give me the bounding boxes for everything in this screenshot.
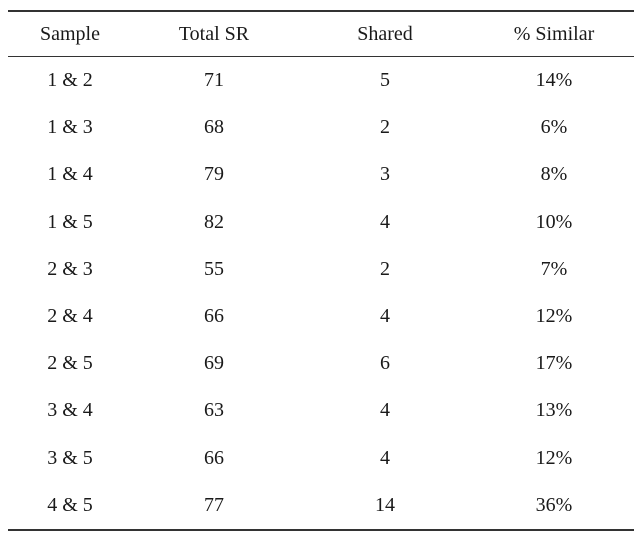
cell-shared: 6 — [380, 352, 390, 375]
cell-total-sr: 79 — [204, 163, 224, 186]
header-shared: Shared — [357, 22, 413, 45]
table-body: 1 & 2 71 5 14% 1 & 3 68 2 6% 1 & 4 79 3 … — [8, 57, 634, 530]
table-row: 4 & 5 77 14 36% — [8, 482, 634, 530]
similarity-table: Sample Total SR Shared % Similar 1 & 2 7… — [8, 10, 634, 531]
cell-percent-similar: 12% — [535, 305, 573, 328]
cell-shared: 4 — [380, 399, 390, 422]
table-row: 1 & 2 71 5 14% — [8, 57, 634, 105]
header-sample: Sample — [40, 22, 100, 45]
cell-shared: 2 — [380, 257, 390, 280]
cell-total-sr: 68 — [204, 116, 224, 139]
cell-percent-similar: 12% — [535, 446, 573, 469]
cell-sample: 4 & 5 — [47, 493, 93, 516]
cell-total-sr: 71 — [204, 69, 224, 92]
cell-total-sr: 82 — [204, 210, 224, 233]
table-row: 1 & 3 68 2 6% — [8, 104, 634, 151]
table-row: 2 & 4 66 4 12% — [8, 293, 634, 340]
cell-sample: 3 & 5 — [47, 446, 93, 469]
cell-total-sr: 69 — [204, 352, 224, 375]
cell-percent-similar: 36% — [535, 493, 573, 516]
cell-sample: 2 & 4 — [47, 305, 93, 328]
cell-shared: 4 — [380, 305, 390, 328]
cell-sample: 3 & 4 — [47, 399, 93, 422]
cell-percent-similar: 10% — [535, 210, 573, 233]
table-row: 3 & 5 66 4 12% — [8, 435, 634, 482]
similarity-table-container: Sample Total SR Shared % Similar 1 & 2 7… — [8, 10, 634, 531]
table-header: Sample Total SR Shared % Similar — [8, 11, 634, 57]
cell-shared: 4 — [380, 446, 390, 469]
cell-sample: 1 & 5 — [47, 210, 93, 233]
cell-shared: 5 — [380, 69, 390, 92]
table-row: 2 & 3 55 2 7% — [8, 246, 634, 293]
cell-total-sr: 66 — [204, 305, 224, 328]
header-percent-similar: % Similar — [513, 22, 595, 45]
table-row: 2 & 5 69 6 17% — [8, 340, 634, 387]
cell-sample: 1 & 3 — [47, 116, 93, 139]
cell-percent-similar: 6% — [540, 116, 568, 139]
cell-total-sr: 63 — [204, 399, 224, 422]
cell-percent-similar: 8% — [540, 163, 568, 186]
cell-total-sr: 55 — [204, 257, 224, 280]
header-total-sr: Total SR — [178, 22, 250, 45]
cell-shared: 14 — [375, 493, 395, 516]
cell-sample: 1 & 2 — [47, 69, 93, 92]
cell-percent-similar: 13% — [535, 399, 573, 422]
table-row: 1 & 4 79 3 8% — [8, 151, 634, 198]
cell-percent-similar: 17% — [535, 352, 573, 375]
table-row: 3 & 4 63 4 13% — [8, 387, 634, 434]
cell-total-sr: 77 — [204, 493, 224, 516]
cell-sample: 2 & 3 — [47, 257, 93, 280]
cell-percent-similar: 7% — [540, 257, 568, 280]
cell-total-sr: 66 — [204, 446, 224, 469]
cell-shared: 2 — [380, 116, 390, 139]
cell-percent-similar: 14% — [535, 69, 573, 92]
table-row: 1 & 5 82 4 10% — [8, 199, 634, 246]
cell-sample: 2 & 5 — [47, 352, 93, 375]
cell-sample: 1 & 4 — [47, 163, 93, 186]
cell-shared: 3 — [380, 163, 390, 186]
header-row: Sample Total SR Shared % Similar — [8, 11, 634, 57]
cell-shared: 4 — [380, 210, 390, 233]
